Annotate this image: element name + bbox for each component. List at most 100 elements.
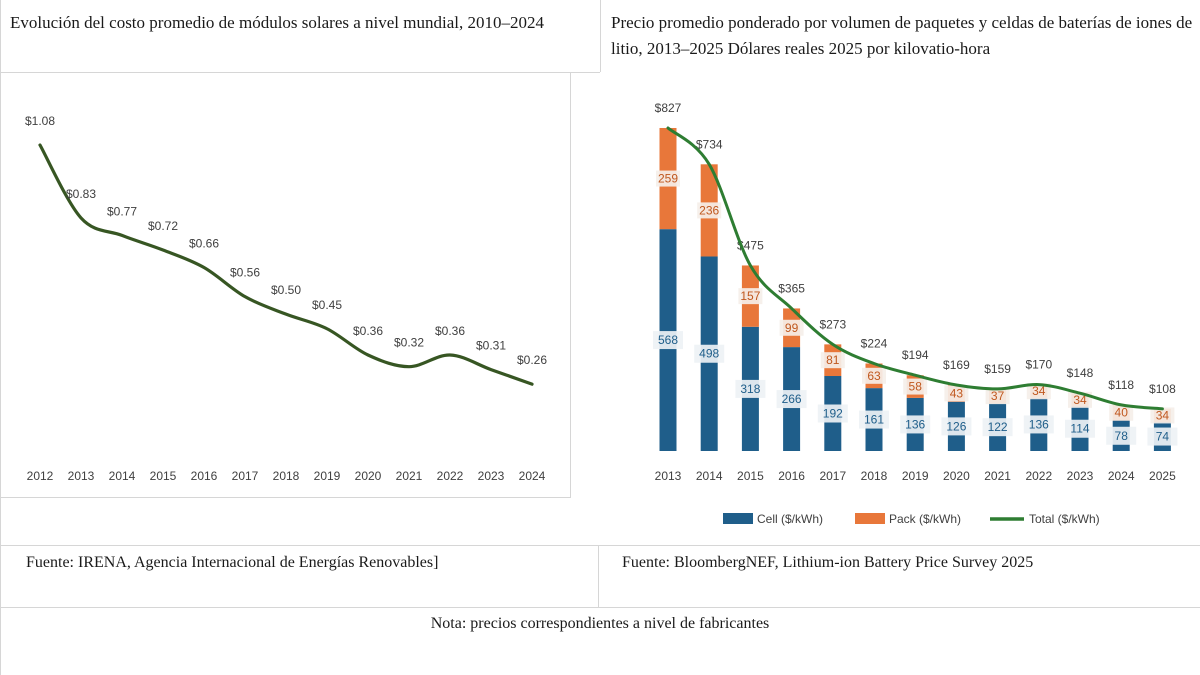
left-chart-right-border xyxy=(570,72,571,497)
pack-label-box xyxy=(656,170,680,187)
source-irena: Fuente: IRENA, Agencia Internacional de … xyxy=(26,554,439,571)
pack-label-box xyxy=(1150,407,1175,424)
total-data-label: $273 xyxy=(819,317,846,331)
cell-data-label: 136 xyxy=(1029,417,1049,431)
cell-data-label: 568 xyxy=(658,333,678,347)
cell-data-label: 136 xyxy=(905,417,925,431)
pack-label-box xyxy=(862,367,886,384)
solar-data-label: $0.50 xyxy=(271,283,301,297)
left-title-underline xyxy=(0,72,600,73)
total-data-label: $827 xyxy=(655,101,682,115)
solar-data-label: $0.66 xyxy=(189,237,219,251)
total-data-label: $365 xyxy=(778,281,805,295)
solar-x-tick: 2024 xyxy=(519,469,546,483)
cell-data-label: 318 xyxy=(740,382,760,396)
solar-x-tick: 2014 xyxy=(109,469,136,483)
solar-x-tick: 2016 xyxy=(191,469,218,483)
pack-data-label: 157 xyxy=(740,289,760,303)
cell-data-label: 192 xyxy=(823,407,843,421)
solar-x-tick: 2018 xyxy=(273,469,300,483)
cell-label-box xyxy=(859,410,889,429)
total-data-label: $169 xyxy=(943,358,970,372)
solar-data-label: $0.72 xyxy=(148,219,178,233)
cell-label-box xyxy=(982,418,1013,437)
pack-label-box xyxy=(697,202,722,219)
pack-data-label: 236 xyxy=(699,203,719,217)
battery-bar-chart: 568259$8272013498236$7342014318157$47520… xyxy=(653,101,1178,526)
pack-label-box xyxy=(1026,383,1051,400)
battery-x-tick: 2014 xyxy=(696,469,723,483)
battery-x-tick: 2013 xyxy=(655,469,682,483)
pack-data-label: 34 xyxy=(1156,408,1170,422)
solar-x-tick: 2015 xyxy=(150,469,177,483)
pack-data-label: 81 xyxy=(826,353,840,367)
solar-data-label: $0.45 xyxy=(312,298,342,312)
total-price-line xyxy=(666,126,1164,411)
pack-data-label: 63 xyxy=(867,369,881,383)
battery-x-tick: 2025 xyxy=(1149,469,1176,483)
solar-x-tick: 2021 xyxy=(396,469,423,483)
cell-label-box xyxy=(817,404,848,423)
pack-label-box xyxy=(903,378,928,395)
total-data-label: $224 xyxy=(861,337,888,351)
total-data-label: $194 xyxy=(902,348,929,362)
solar-data-label: $0.83 xyxy=(66,187,96,201)
legend-total-label: Total ($/kWh) xyxy=(1029,512,1100,526)
solar-x-tick: 2023 xyxy=(478,469,505,483)
pack-label-box xyxy=(779,319,804,336)
total-data-label: $170 xyxy=(1025,358,1052,372)
cell-label-box xyxy=(776,390,807,409)
cell-data-label: 122 xyxy=(988,420,1008,434)
pack-label-box xyxy=(738,288,763,305)
battery-x-tick: 2019 xyxy=(902,469,929,483)
total-data-label: $148 xyxy=(1067,366,1094,380)
cell-label-box xyxy=(941,417,972,436)
pack-data-label: 58 xyxy=(909,380,923,394)
battery-x-tick: 2018 xyxy=(861,469,888,483)
battery-x-tick: 2017 xyxy=(819,469,846,483)
pack-data-label: 37 xyxy=(991,389,1005,403)
pack-data-label: 40 xyxy=(1115,406,1129,420)
source-bnef: Fuente: BloombergNEF, Lithium-ion Batter… xyxy=(622,554,1034,571)
battery-x-tick: 2024 xyxy=(1108,469,1135,483)
total-data-label: $159 xyxy=(984,362,1011,376)
cell-label-box xyxy=(1106,426,1137,445)
cell-data-label: 498 xyxy=(699,347,719,361)
footnote: Nota: precios correspondientes a nivel d… xyxy=(430,615,770,632)
battery-x-tick: 2021 xyxy=(984,469,1011,483)
solar-data-label: $0.36 xyxy=(435,324,465,338)
left-border xyxy=(0,0,1,675)
solar-data-label: $0.77 xyxy=(107,204,137,218)
pack-label-box xyxy=(985,388,1010,405)
battery-x-tick: 2016 xyxy=(778,469,805,483)
battery-x-tick: 2015 xyxy=(737,469,764,483)
total-data-label: $118 xyxy=(1108,378,1134,392)
cell-data-label: 78 xyxy=(1115,429,1129,443)
total-data-label: $108 xyxy=(1149,382,1176,396)
solar-data-label: $0.36 xyxy=(353,324,383,338)
cell-data-label: 74 xyxy=(1156,430,1170,444)
pack-data-label: 34 xyxy=(1032,384,1046,398)
legend-cell-label: Cell ($/kWh) xyxy=(757,512,823,526)
left-chart-bottom-border xyxy=(0,497,571,498)
solar-x-tick: 2017 xyxy=(232,469,259,483)
solar-data-label: $0.56 xyxy=(230,266,260,280)
solar-x-tick: 2019 xyxy=(314,469,341,483)
cell-label-box xyxy=(1065,419,1095,438)
battery-x-tick: 2023 xyxy=(1067,469,1094,483)
pack-label-box xyxy=(944,385,969,402)
cell-label-box xyxy=(1147,427,1178,446)
cell-label-box xyxy=(1023,415,1054,434)
pack-label-box xyxy=(1109,404,1134,421)
legend-pack-swatch xyxy=(855,513,885,524)
solar-x-tick: 2013 xyxy=(68,469,95,483)
cell-data-label: 266 xyxy=(782,392,802,406)
cell-label-box xyxy=(735,379,766,398)
solar-chart-title: Evolución del costo promedio de módulos … xyxy=(10,13,544,32)
source-top-border xyxy=(0,545,1200,546)
solar-x-tick: 2022 xyxy=(437,469,464,483)
cell-data-label: 114 xyxy=(1070,422,1089,436)
cell-label-box xyxy=(694,344,725,363)
solar-x-tick: 2020 xyxy=(355,469,382,483)
note-top-border xyxy=(0,607,1200,608)
